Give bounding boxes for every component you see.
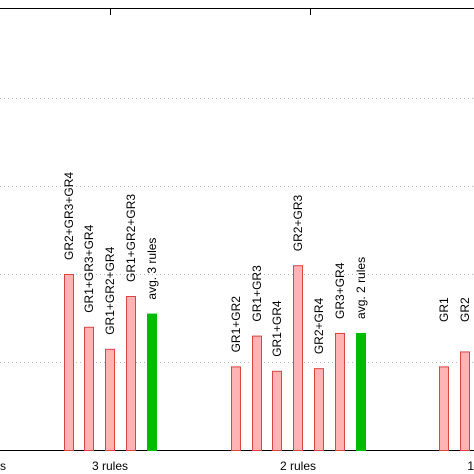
bar <box>460 351 470 451</box>
bar-label: GR1+GR2+GR4 <box>103 246 117 334</box>
group-label: 2 rules <box>280 459 316 473</box>
bar-label: GR1+GR4 <box>270 300 284 357</box>
bar-label: GR2+GR3 <box>291 195 305 252</box>
group-label-left: s <box>0 459 6 473</box>
bar-label: avg. 3 rules <box>145 238 159 300</box>
bar <box>335 332 345 451</box>
bar-label: GR3+GR4 <box>333 262 347 319</box>
bar-label: GR2+GR4 <box>312 297 326 354</box>
bar <box>147 313 157 451</box>
bar <box>272 370 282 451</box>
bar-label: GR1 <box>437 297 451 322</box>
group-label: 1 <box>467 459 474 473</box>
bar <box>64 274 74 451</box>
bar <box>126 296 136 451</box>
bar-label: GR1+GR2 <box>229 296 243 353</box>
bar-label: GR1+GR3+GR4 <box>82 224 96 312</box>
bar-label: GR1+GR3 <box>250 265 264 322</box>
bar-label: GR2+GR3+GR4 <box>62 172 76 260</box>
bar <box>105 348 115 451</box>
group-label: 3 rules <box>92 459 128 473</box>
bar <box>439 366 449 451</box>
bar <box>314 368 324 451</box>
bar <box>356 332 366 451</box>
bar-label: GR2 <box>458 297 472 322</box>
bar <box>231 366 241 451</box>
bar <box>293 265 303 452</box>
bar-label: GR1+GR2+GR3 <box>124 194 138 282</box>
bar <box>252 335 262 452</box>
bar <box>84 326 94 451</box>
bar-label: avg. 2 rules <box>354 257 368 319</box>
